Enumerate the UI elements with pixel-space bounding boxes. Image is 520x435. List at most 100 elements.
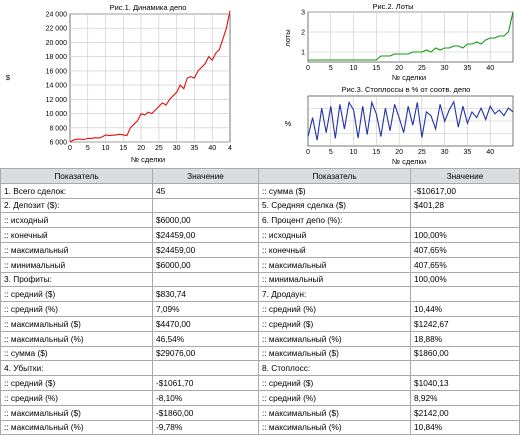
svg1-ytick-label: 22 000 [46, 26, 68, 33]
value-cell: 10,44% [410, 301, 520, 317]
svg2-plot-area [307, 11, 514, 63]
indicator-cell: :: максимальный ($) [0, 404, 153, 421]
value-cell [410, 360, 520, 377]
equity-chart-title: Рис.1. Динамика депо [110, 3, 187, 12]
svg1-xtick-label: 4 [228, 145, 232, 152]
value-cell: $2142,00 [410, 404, 520, 421]
svg2-xtick-label: 20 [395, 65, 403, 72]
table-row: :: сумма ($) $29076,00:: максимальный ($)… [0, 345, 520, 362]
value-cell: 18,88% [410, 330, 520, 347]
svg2-ytick-label: 2 [301, 30, 305, 37]
table-row: :: максимальный $24459,00:: конечный 407,6… [0, 241, 520, 258]
indicator-cell: :: максимальный ($) [0, 315, 153, 332]
value-cell: 46,54% [152, 330, 259, 347]
indicator-cell: :: средний (%) [0, 389, 153, 406]
table-row: :: средний ($) -$1061,70:: средний ($) $10… [0, 375, 520, 391]
equity-chart: Рис.1. Динамика депо $ № сделки 0 5 10 15 20… [0, 0, 245, 165]
svg2-ytick-label: 1 [301, 50, 305, 57]
svg2-xtick-label: 5 [329, 65, 333, 72]
value-cell: $24459,00 [152, 241, 259, 258]
table-row: :: максимальный (%) 46,54%:: максимальный… [0, 330, 520, 347]
indicator-cell: :: средний ($) [0, 375, 153, 391]
svg1-xtick-label: 40 [208, 145, 216, 152]
svg2-xtick-label: 25 [418, 65, 426, 72]
indicator-cell: :: максимальный ($) [258, 404, 411, 421]
value-cell: $6000,00 [152, 256, 259, 273]
svg3-xtick-label: 0 [306, 149, 310, 156]
svg1-xtick-label: 35 [191, 145, 199, 152]
svg2-xtick-label: 40 [486, 65, 494, 72]
value-cell: $1242,67 [410, 315, 520, 332]
svg3-xtick-label: 25 [418, 149, 426, 156]
svg1-series-line [69, 10, 231, 143]
svg2-ytick-label: 3 [301, 10, 305, 17]
svg2-xtick-label: 10 [350, 65, 358, 72]
value-cell: $830,74 [152, 286, 259, 303]
svg1-xtick-label: 10 [102, 145, 110, 152]
svg3-xtick-label: 40 [486, 149, 494, 156]
svg2-series-line [308, 11, 514, 61]
svg3-series-line [307, 100, 514, 141]
svg3-xtick-label: 15 [372, 149, 380, 156]
svg3-xtick-label: 5 [329, 149, 333, 156]
table-row: 4. Убытки: 8. Стоплосс: [0, 360, 520, 377]
value-cell: 407,65% [410, 256, 520, 273]
stoploss-chart-ylabel: % [285, 119, 292, 128]
table-row: 2. Депозит ($): 5. Средняя сделка ($) $401… [0, 197, 520, 214]
value-cell: -8,10% [152, 389, 259, 406]
value-cell: $1040,13 [410, 375, 520, 391]
table-row: :: средний ($) $830,74 7. Дродаун: [0, 286, 520, 303]
header-indicator-left: Показатель [0, 168, 153, 184]
value-cell [152, 197, 259, 214]
indicator-cell: :: конечный [258, 241, 411, 258]
value-cell: $4470,00 [152, 315, 259, 332]
value-cell: $24459,00 [152, 227, 259, 243]
value-cell: 45 [152, 182, 259, 199]
indicator-cell: :: исходный [258, 227, 411, 243]
svg1-xtick-label: 20 [137, 145, 145, 152]
indicator-cell: :: минимальный [258, 271, 411, 288]
table-row: :: максимальный (%) -9,78%:: максимальный… [0, 419, 520, 435]
svg3-xtick-label: 10 [350, 149, 358, 156]
indicator-cell: 1. Всего сделок: [0, 182, 153, 199]
lots-chart: Рис.2. Лоты лоты № сделки 0 5 10 15 20 25 30 35… [278, 0, 520, 82]
indicator-cell: :: средний (%) [258, 301, 411, 317]
table-row: :: исходный $6000,00 6. Процент депо (%): [0, 212, 520, 229]
value-cell: 8,92% [410, 389, 520, 406]
svg1-ytick-label: 14 000 [46, 83, 68, 90]
equity-chart-ylabel: $ [6, 73, 11, 82]
indicator-cell: :: максимальный [0, 241, 153, 258]
svg1-ytick-label: 24 000 [46, 12, 68, 19]
equity-chart-svg: Рис.1. Динамика депо $ № сделки 0 5 10 15 20… [6, 3, 232, 164]
table-row: :: средний (%) -8,10%:: средний (%) 8,92% [0, 389, 520, 406]
svg2-xtick-label: 30 [441, 65, 449, 72]
svg1-xtick-label: 25 [155, 145, 163, 152]
indicator-cell: 3. Профиты: [0, 271, 153, 288]
svg2-xtick-label: 15 [372, 65, 380, 72]
indicator-cell: :: конечный [0, 227, 153, 243]
svg1-ytick-label: 12 000 [46, 97, 68, 104]
value-cell: 100,00% [410, 271, 520, 288]
value-cell [152, 360, 259, 377]
indicator-cell: :: средний ($) [0, 286, 153, 303]
value-cell: -$1061,70 [152, 375, 259, 391]
indicator-cell: 2. Депозит ($): [0, 197, 153, 214]
lots-chart-svg: Рис.2. Лоты лоты № сделки 0 5 10 15 20 25 30 35… [283, 2, 514, 82]
indicator-cell: :: максимальный (%) [0, 330, 153, 347]
svg1-ytick-label: 6 000 [49, 140, 67, 147]
table-row: :: средний (%) 7,09%:: средний (%) 10,44% [0, 301, 520, 317]
indicator-cell: 6. Процент депо (%): [258, 212, 411, 229]
svg3-xtick-label: 35 [464, 149, 472, 156]
indicator-cell: :: средний ($) [258, 315, 411, 332]
indicator-cell: :: максимальный (%) [258, 330, 411, 347]
value-cell: $29076,00 [152, 345, 259, 362]
table-row: :: конечный $24459,00:: исходный 100,00% [0, 227, 520, 243]
table-row: 1. Всего сделок: 45:: сумма ($) -$10617,00 [0, 182, 520, 199]
table-row: :: максимальный ($) $4470,00:: средний ($… [0, 315, 520, 332]
table-row: 3. Профиты::: минимальный 100,00% [0, 271, 520, 288]
header-indicator-right: Показатель [258, 168, 411, 184]
value-cell: 100,00% [410, 227, 520, 243]
indicator-cell: 4. Убытки: [0, 360, 153, 377]
stoploss-chart-svg: Рис.3. Стоплоссы в % от соотв. депо % № … [285, 85, 514, 166]
svg2-xtick-label: 0 [306, 65, 310, 72]
